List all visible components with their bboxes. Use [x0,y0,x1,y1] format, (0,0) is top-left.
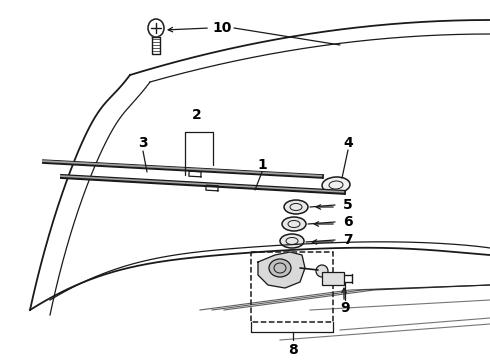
Text: 8: 8 [288,343,298,357]
Text: 3: 3 [138,136,148,150]
Text: 6: 6 [343,215,353,229]
Circle shape [316,265,328,277]
Text: 10: 10 [212,21,232,35]
Text: 9: 9 [340,301,350,315]
Ellipse shape [280,234,304,248]
Ellipse shape [282,217,306,231]
Ellipse shape [284,200,308,214]
Text: 7: 7 [343,233,353,247]
Ellipse shape [269,259,291,277]
Text: 5: 5 [343,198,353,212]
Polygon shape [152,37,160,54]
Text: 4: 4 [343,136,353,150]
Bar [251,252,333,322]
Bar [322,272,344,285]
Text: 1: 1 [257,158,267,172]
Ellipse shape [322,177,350,193]
Ellipse shape [148,19,164,37]
Text: 2: 2 [192,108,202,122]
Polygon shape [258,252,305,288]
